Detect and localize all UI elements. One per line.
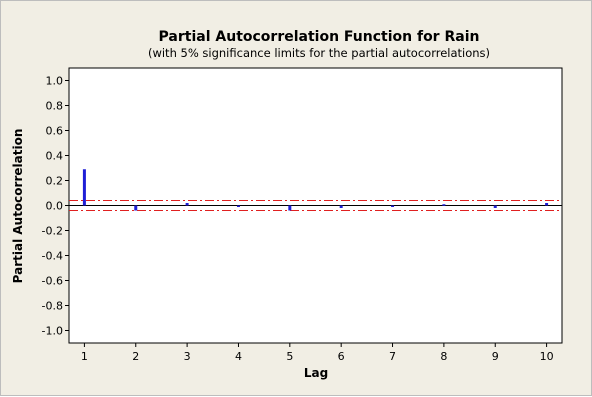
pacf-bar-lag-10 (545, 203, 549, 206)
x-tick-label: 10 (540, 350, 554, 363)
y-tick-label: 0.4 (46, 150, 64, 163)
y-tick-label: -0.8 (42, 300, 63, 313)
pacf-bar-lag-1 (82, 169, 86, 206)
chart-subtitle: (with 5% significance limits for the par… (148, 46, 490, 60)
significance-limits (69, 200, 562, 211)
pacf-bars (82, 169, 549, 211)
y-tick-label: -0.2 (42, 225, 63, 238)
x-axis-label: Lag (304, 366, 328, 380)
pacf-bar-lag-6 (339, 205, 343, 208)
x-tick-label: 9 (492, 350, 499, 363)
x-tick-label: 7 (389, 350, 396, 363)
x-tick-label: 6 (338, 350, 345, 363)
y-tick-label: -0.6 (42, 275, 63, 288)
y-tick-label: -0.4 (42, 250, 63, 263)
pacf-bar-lag-2 (134, 205, 138, 211)
y-tick-label: 1.0 (46, 75, 64, 88)
x-tick-label: 5 (286, 350, 293, 363)
x-tick-label: 3 (184, 350, 191, 363)
pacf-bar-lag-9 (493, 205, 497, 208)
y-tick-label: 0.0 (46, 200, 64, 213)
x-tick-label: 1 (81, 350, 88, 363)
x-tick-label: 2 (132, 350, 139, 363)
y-tick-label: -1.0 (42, 325, 63, 338)
pacf-bar-lag-4 (236, 205, 240, 207)
pacf-bar-lag-8 (442, 204, 446, 206)
y-tick-label: 0.6 (46, 125, 64, 138)
pacf-bar-lag-3 (185, 203, 189, 206)
y-tick-label: 0.8 (46, 100, 64, 113)
x-tick-label: 8 (440, 350, 447, 363)
chart-title: Partial Autocorrelation Function for Rai… (159, 29, 480, 45)
y-axis: 1.0 0.8 0.6 0.4 0.2 0.0 -0.2 -0.4 -0.6 -0.8 -1.0 (42, 75, 69, 338)
pacf-bar-lag-7 (391, 205, 395, 207)
x-axis: 1 2 3 4 5 6 7 8 9 10 (81, 343, 554, 363)
x-tick-label: 4 (235, 350, 242, 363)
y-axis-label: Partial Autocorrelation (11, 129, 25, 284)
y-tick-label: 0.2 (46, 175, 64, 188)
pacf-bar-lag-5 (288, 205, 292, 211)
